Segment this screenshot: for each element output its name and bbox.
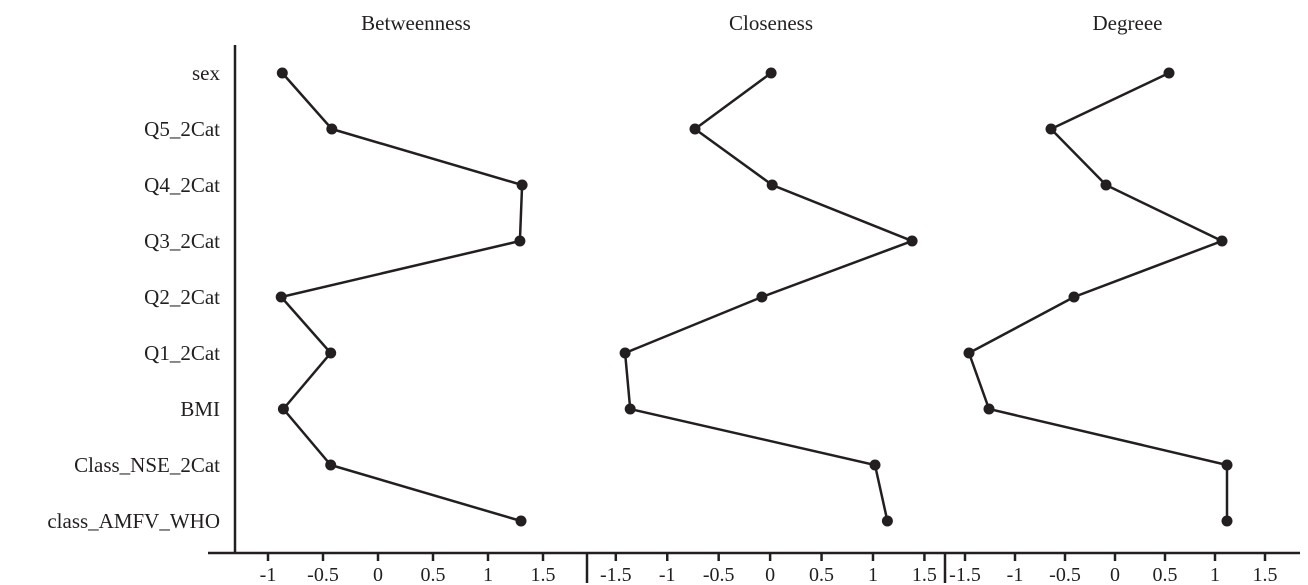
data-point — [869, 459, 881, 471]
x-tick-label: -1 — [659, 564, 676, 585]
series-line-betweenness — [278, 72, 524, 523]
x-tick-label: 0.5 — [1153, 564, 1178, 585]
x-tick-label: 0.5 — [809, 564, 834, 585]
x-tick-label: 0.5 — [421, 564, 446, 585]
data-point — [1163, 67, 1175, 79]
data-point — [881, 515, 893, 527]
x-tick-label: 1 — [1210, 564, 1220, 585]
category-label: Q1_2Cat — [144, 341, 220, 365]
data-point — [765, 67, 777, 79]
x-tick-label: 0 — [1110, 564, 1120, 585]
data-point — [983, 403, 995, 415]
data-point — [963, 347, 975, 359]
axes — [208, 45, 1300, 583]
x-ticks: -1 -0.5 0 0.5 1 1.5 -1.5 -1 -0.5 0 0.5 1 1.5 -1.5 -1 -0… — [260, 553, 1278, 585]
data-point — [515, 515, 527, 527]
category-label: Q2_2Cat — [144, 285, 220, 309]
series-line-closeness — [623, 71, 916, 522]
data-point — [277, 403, 289, 415]
category-label: BMI — [180, 397, 220, 421]
panel-title: Degreee — [1093, 11, 1163, 35]
panel-titles: Betweenness Closeness Degreee — [361, 11, 1162, 35]
x-tick-label: 1.5 — [531, 564, 556, 585]
data-point — [1221, 459, 1233, 471]
data-point — [689, 123, 701, 135]
data-point — [326, 123, 338, 135]
data-point — [276, 67, 288, 79]
data-point — [906, 235, 918, 247]
data-point — [1221, 515, 1233, 527]
data-point — [619, 347, 631, 359]
category-label: Q3_2Cat — [144, 229, 220, 253]
x-tick-label: -1.5 — [949, 564, 981, 585]
panel-title: Closeness — [729, 11, 813, 35]
data-point — [516, 179, 528, 191]
series-line-degreee — [967, 71, 1229, 521]
panel-title: Betweenness — [361, 11, 471, 35]
data-point — [1068, 291, 1080, 303]
x-tick-label: 1 — [868, 564, 878, 585]
x-tick-label: -1.5 — [600, 564, 632, 585]
data-point — [756, 291, 768, 303]
x-tick-label: -1 — [1007, 564, 1024, 585]
data-point — [275, 291, 287, 303]
category-label: Q4_2Cat — [144, 173, 220, 197]
data-point — [624, 403, 636, 415]
data-point — [325, 459, 337, 471]
x-tick-label: -0.5 — [703, 564, 735, 585]
data-point — [514, 235, 526, 247]
x-tick-label: 1.5 — [1253, 564, 1278, 585]
category-label: class_AMFV_WHO — [47, 509, 220, 533]
data-point — [1045, 123, 1057, 135]
category-labels: sex Q5_2Cat Q4_2Cat Q3_2Cat Q2_2Cat Q1_2Cat BM… — [47, 61, 220, 533]
x-tick-label: 0 — [765, 564, 775, 585]
data-point — [1216, 235, 1228, 247]
category-label: sex — [192, 61, 220, 85]
x-tick-label: -0.5 — [307, 564, 339, 585]
data-point — [1100, 179, 1112, 191]
data-point — [325, 347, 337, 359]
x-tick-label: -1 — [260, 564, 277, 585]
data-point — [766, 179, 778, 191]
x-tick-label: 1.5 — [912, 564, 937, 585]
x-tick-label: -0.5 — [1049, 564, 1081, 585]
category-label: Class_NSE_2Cat — [74, 453, 220, 477]
series — [275, 67, 1233, 527]
x-tick-label: 1 — [483, 564, 493, 585]
category-label: Q5_2Cat — [144, 117, 220, 141]
x-tick-label: 0 — [373, 564, 383, 585]
